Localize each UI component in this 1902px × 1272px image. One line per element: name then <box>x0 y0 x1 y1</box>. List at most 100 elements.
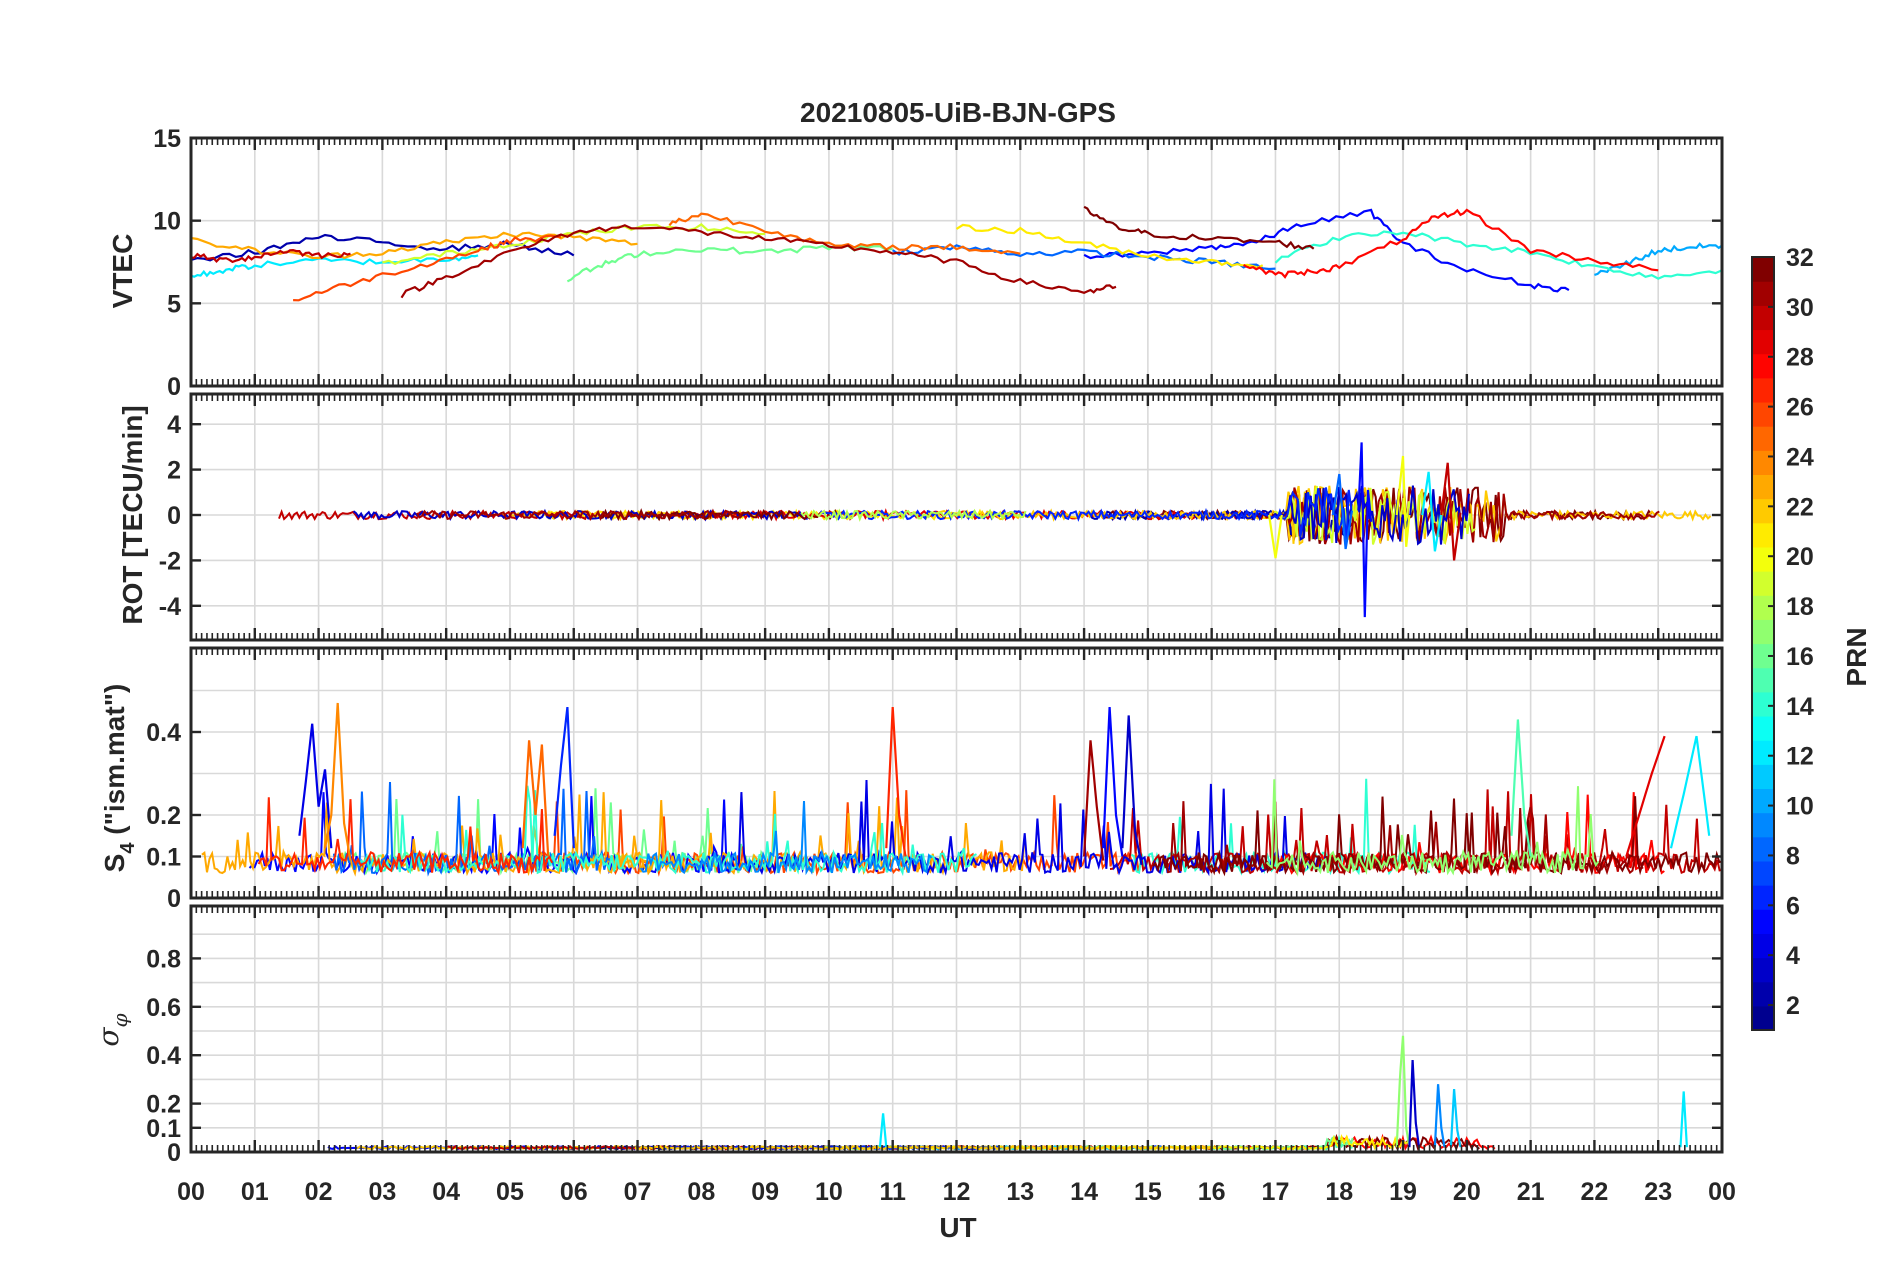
vtec-y-tick-label: 15 <box>153 125 181 153</box>
sigma_phi-y-tick-label: 0.8 <box>146 945 181 973</box>
sigma_phi-series-prn-3 <box>1408 1059 1421 1148</box>
colorbar-segment <box>1752 426 1774 451</box>
rot-series-prn-12 <box>1421 471 1443 552</box>
x-tick-label: 18 <box>1325 1178 1353 1206</box>
x-tick-label: 05 <box>496 1178 524 1206</box>
s4-series-prn-15 <box>1510 719 1532 857</box>
x-tick-label: 12 <box>943 1178 971 1206</box>
background-trace <box>257 797 554 877</box>
colorbar-tick-label: 2 <box>1786 992 1800 1020</box>
x-tick-label: 14 <box>1070 1178 1098 1206</box>
label-layer: 20210805-UiB-BJN-GPS UT VTEC ROT [TECU/m… <box>92 97 1872 1243</box>
x-tick-label: 10 <box>815 1178 843 1206</box>
vtec-series-prn-10 <box>1594 242 1723 276</box>
rot-series-prn-5 <box>1357 442 1373 618</box>
x-tick-label: 02 <box>305 1178 333 1206</box>
colorbar-segment <box>1752 305 1774 331</box>
x-tick-label: 04 <box>432 1178 460 1206</box>
s4-series-prn-12 <box>1669 735 1711 849</box>
colorbar-tick-label: 6 <box>1786 892 1800 920</box>
x-tick-label: 23 <box>1644 1178 1672 1206</box>
x-tick-label: 03 <box>368 1178 396 1206</box>
colorbar-segment <box>1752 643 1774 669</box>
colorbar-tick-label: 16 <box>1786 643 1814 671</box>
vtec-series-prn-12 <box>190 254 479 278</box>
colorbar-segment <box>1752 281 1774 306</box>
x-tick-label: 07 <box>624 1178 652 1206</box>
colorbar-segment <box>1752 860 1774 886</box>
colorbar-frame <box>1751 256 1775 1031</box>
rot-series-prn-30 <box>1440 462 1462 561</box>
vtec-series-prn-21 <box>955 223 1264 269</box>
colorbar-tick-label: 4 <box>1786 942 1800 970</box>
colorbar-segment <box>1752 377 1774 403</box>
rot-y-label: ROT [TECU/min] <box>117 405 148 624</box>
vtec-y-tick-label: 5 <box>167 290 181 318</box>
colorbar-label: PRN <box>1841 627 1872 686</box>
colorbar-tick-label: 18 <box>1786 593 1814 621</box>
s4-series-prn-4 <box>298 723 333 849</box>
vtec-series-prn-30 <box>190 248 351 264</box>
s4-y-tick-label: 0 <box>167 885 181 913</box>
s4-y-tick-label: 0.1 <box>146 844 181 872</box>
background-trace <box>639 800 933 876</box>
sigma_phi-y-tick-label: 0.4 <box>146 1042 181 1070</box>
colorbar-segment <box>1752 1005 1774 1031</box>
x-tick-label: 21 <box>1517 1178 1545 1206</box>
vtec-y-tick-label: 0 <box>167 373 181 401</box>
x-tick-label: 16 <box>1198 1178 1226 1206</box>
colorbar-segment <box>1752 353 1774 379</box>
sigma_phi-y-tick-label: 0.2 <box>146 1091 181 1119</box>
colorbar-tick-label: 12 <box>1786 743 1814 771</box>
s4-y-label: S4 ("ism.mat") <box>99 684 139 873</box>
colorbar-segment <box>1752 522 1774 548</box>
colorbar-segment <box>1752 740 1774 765</box>
vtec-y-tick-label: 10 <box>153 208 181 236</box>
colorbar-tick-label: 8 <box>1786 842 1800 870</box>
background-trace <box>707 779 1327 877</box>
s4-series-prn-6 <box>553 706 575 849</box>
colorbar-segment <box>1752 498 1774 524</box>
colorbar-segment <box>1752 329 1774 355</box>
colorbar-segment <box>1752 957 1774 983</box>
colorbar-tick-label: 14 <box>1786 693 1814 721</box>
s4-series-prn-24 <box>323 702 352 861</box>
s4-series-prn-5 <box>1102 707 1124 857</box>
colorbar-segment <box>1752 764 1774 790</box>
colorbar-segment <box>1752 619 1774 645</box>
x-tick-label: 20 <box>1453 1178 1481 1206</box>
colorbar-tick-label: 30 <box>1786 294 1814 322</box>
x-axis-label: UT <box>939 1212 976 1243</box>
frame-layer <box>189 136 1775 1154</box>
s4-y-tick-label: 0.4 <box>146 719 181 747</box>
s4-series-prn-25 <box>521 740 550 857</box>
colorbar-segment <box>1752 546 1774 572</box>
vtec-series-prn-32 <box>1083 205 1315 251</box>
s4-y-tick-label: 0.2 <box>146 802 181 830</box>
colorbar-segment <box>1752 909 1774 934</box>
colorbar-segment <box>1752 691 1774 717</box>
s4-series-prn-31 <box>1083 740 1105 861</box>
background-trace-layer <box>201 485 1723 1152</box>
rot-y-tick-label: 2 <box>167 457 181 485</box>
s4-series-prn-27 <box>885 707 907 857</box>
sigma_phi-series-prn-17 <box>1395 1035 1411 1148</box>
x-tick-label: 22 <box>1581 1178 1609 1206</box>
colorbar-segment <box>1752 257 1774 282</box>
chart-title: 20210805-UiB-BJN-GPS <box>800 97 1116 128</box>
vtec-series-prn-8 <box>892 244 1276 271</box>
background-trace <box>1265 779 1600 877</box>
background-trace <box>819 487 1353 542</box>
sigma_phi-y-tick-label: 0.6 <box>146 994 181 1022</box>
colorbar-segment <box>1752 667 1774 693</box>
vtec-series-prn-31 <box>400 224 1117 299</box>
rot-y-tick-label: -2 <box>159 547 181 575</box>
colorbar-segment <box>1752 885 1774 910</box>
rot-series-prn-20 <box>1395 455 1411 547</box>
colorbar-segment <box>1752 788 1774 814</box>
x-tick-label: 11 <box>879 1178 906 1206</box>
vtec-series-prn-16 <box>566 244 893 283</box>
x-tick-label: 01 <box>241 1178 269 1206</box>
colorbar-segment <box>1752 812 1774 838</box>
